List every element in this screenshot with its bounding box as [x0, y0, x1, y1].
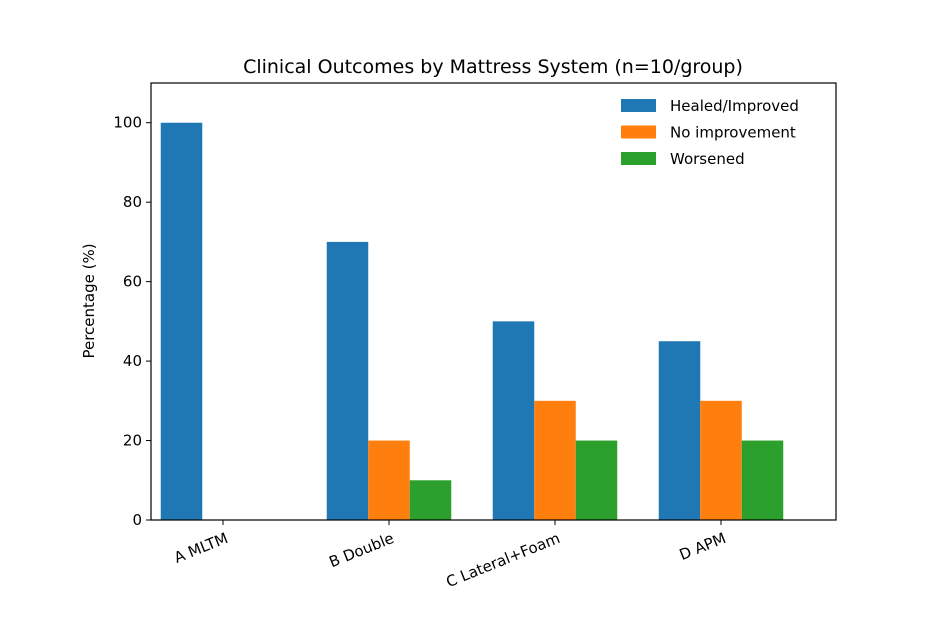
y-tick-label: 80	[123, 193, 142, 211]
legend-label: Worsened	[670, 150, 745, 168]
legend-swatch	[621, 125, 656, 139]
bar-healed-improved-0	[160, 122, 203, 521]
y-axis-label: Percentage (%)	[80, 243, 98, 358]
x-tick-label: C Lateral+Foam	[443, 529, 562, 591]
y-tick-label: 20	[123, 432, 142, 450]
bar-healed-improved-3	[658, 341, 701, 520]
bar-no-improvement-3	[700, 400, 742, 520]
legend-label: No improvement	[670, 124, 796, 142]
plot-frame	[150, 82, 837, 521]
y-tick-label: 0	[132, 511, 142, 529]
y-tick-label: 100	[113, 114, 142, 132]
legend-label: Healed/Improved	[670, 97, 799, 115]
bar-worsened-3	[741, 440, 784, 520]
y-tick-label: 40	[123, 352, 142, 370]
x-tick-label: B Double	[327, 529, 397, 571]
bar-worsened-2	[575, 440, 618, 520]
x-tick-label: A MLTM	[171, 529, 230, 567]
x-tick-label: D APM	[677, 529, 729, 564]
y-tick-label: 60	[123, 273, 142, 291]
legend: Healed/Improved No improvement Worsened	[621, 97, 799, 168]
bar-no-improvement-2	[534, 400, 576, 520]
legend-swatch	[621, 99, 656, 112]
bar-healed-improved-2	[492, 321, 535, 520]
bar-worsened-1	[409, 480, 452, 520]
legend-swatch	[621, 152, 656, 165]
bar-no-improvement-1	[368, 440, 410, 520]
bar-healed-improved-1	[326, 241, 369, 520]
chart-title: Clinical Outcomes by Mattress System (n=…	[243, 56, 743, 78]
